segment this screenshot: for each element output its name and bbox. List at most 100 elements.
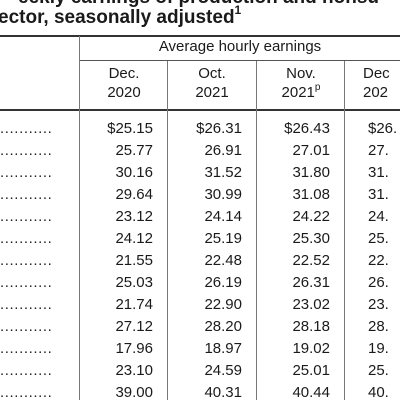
top-rule <box>0 35 400 37</box>
column-divider <box>167 61 168 400</box>
row-label-leader: ........... <box>0 384 53 400</box>
table-cell: 27.12 <box>115 318 153 335</box>
table-cell: 23.10 <box>115 362 153 379</box>
table-row: ........... 21.55 22.48 22.52 22. <box>0 251 400 272</box>
table-cell: 24.12 <box>115 230 153 247</box>
table-row: ........... $25.15 $26.31 $26.43 $26. <box>0 119 400 140</box>
table-cell: 25. <box>368 362 389 379</box>
table-row: ........... 39.00 40.31 40.44 40. <box>0 383 400 400</box>
table-row: ........... 21.74 22.90 23.02 23. <box>0 295 400 316</box>
table-cell: 22.48 <box>204 252 242 269</box>
row-label-leader: ........... <box>0 186 53 203</box>
table-title-text-1: eekly earnings of production and nonsu <box>18 0 379 8</box>
table-cell: 30.99 <box>204 186 242 203</box>
table-cell: 26.19 <box>204 274 242 291</box>
table-cell: 24.59 <box>204 362 242 379</box>
table-cell: 26. <box>368 274 389 291</box>
table-title-line-2: ector, seasonally adjusted1 <box>0 4 241 29</box>
row-label-leader: ........... <box>0 208 53 225</box>
table-cell: 21.55 <box>115 252 153 269</box>
table-cell: 19.02 <box>292 340 330 357</box>
row-label-leader: ........... <box>0 296 53 313</box>
table-cell: 23.12 <box>115 208 153 225</box>
table-cell: 30.16 <box>115 164 153 181</box>
table-cell: 25.03 <box>115 274 153 291</box>
table-cell: $26.43 <box>284 120 330 137</box>
table-row: ........... 25.03 26.19 26.31 26. <box>0 273 400 294</box>
table-row: ........... 24.12 25.19 25.30 25. <box>0 229 400 250</box>
column-header: Oct. 2021 <box>168 64 256 102</box>
table-cell: 28.18 <box>292 318 330 335</box>
table-row: ........... 17.96 18.97 19.02 19. <box>0 339 400 360</box>
table-cell: 27.01 <box>292 142 330 159</box>
table-cell: 22.90 <box>204 296 242 313</box>
table-cell: 23.02 <box>292 296 330 313</box>
table-cell: 25.30 <box>292 230 330 247</box>
row-label-leader: ........... <box>0 318 53 335</box>
table-cell: 40.31 <box>204 384 242 400</box>
table-row: ........... 29.64 30.99 31.08 31. <box>0 185 400 206</box>
table-cell: 25.19 <box>204 230 242 247</box>
table-cell: 31.80 <box>292 164 330 181</box>
table-row: ........... 30.16 31.52 31.80 31. <box>0 163 400 184</box>
table-cell: 28. <box>368 318 389 335</box>
table-cell: 40. <box>368 384 389 400</box>
row-label-leader: ........... <box>0 164 53 181</box>
table-title-line-1: eekly earnings of production and nonsu <box>18 0 379 9</box>
table-cell: 27. <box>368 142 389 159</box>
table-row: ........... 25.77 26.91 27.01 27. <box>0 141 400 162</box>
table-cell: 39.00 <box>115 384 153 400</box>
table-cell: $26. <box>368 120 398 137</box>
table-row: ........... 27.12 28.20 28.18 28. <box>0 317 400 338</box>
table-cell: 18.97 <box>204 340 242 357</box>
table-cell: 25. <box>368 230 389 247</box>
row-label-leader: ........... <box>0 362 53 379</box>
group-header: Average hourly earnings <box>158 38 322 55</box>
table-cell: 19. <box>368 340 389 357</box>
table-cell: 31. <box>368 186 389 203</box>
table-cell: 24. <box>368 208 389 225</box>
table-cell: 31.52 <box>204 164 242 181</box>
table-cell: 31. <box>368 164 389 181</box>
table-cell: 40.44 <box>292 384 330 400</box>
column-header: Nov. 2021p <box>257 64 345 102</box>
table-cell: 23. <box>368 296 389 313</box>
column-header-month: Oct. <box>198 65 226 82</box>
row-label-leader: ........... <box>0 142 53 159</box>
column-header-year: 2021 <box>195 84 229 101</box>
column-header-month: Nov. <box>286 65 316 82</box>
column-header-month: Dec <box>363 65 390 82</box>
column-divider <box>79 36 80 400</box>
footnote-marker: 1 <box>234 2 242 17</box>
row-label-leader: ........... <box>0 120 53 137</box>
column-header-year: 202 <box>363 84 389 101</box>
table-title-text-2: ector, seasonally adjusted <box>0 7 235 28</box>
group-header-rule <box>80 60 400 61</box>
table-cell: 26.91 <box>204 142 242 159</box>
row-label-leader: ........... <box>0 274 53 291</box>
table-cell: 28.20 <box>204 318 242 335</box>
table-row: ........... 23.12 24.14 24.22 24. <box>0 207 400 228</box>
table-cell: 24.14 <box>204 208 242 225</box>
row-label-leader: ........... <box>0 230 53 247</box>
row-label-leader: ........... <box>0 340 53 357</box>
column-header: Dec. 2020 <box>80 64 168 102</box>
table-cell: 17.96 <box>115 340 153 357</box>
row-label-leader: ........... <box>0 252 53 269</box>
table-cell: 24.22 <box>292 208 330 225</box>
preliminary-marker: p <box>314 82 321 93</box>
table-cell: 26.31 <box>292 274 330 291</box>
table-cell: 22. <box>368 252 389 269</box>
table-cell: 25.77 <box>115 142 153 159</box>
column-divider <box>344 61 345 400</box>
table-cell: 22.52 <box>292 252 330 269</box>
column-header-year: 2021p <box>281 82 321 102</box>
header-bottom-rule <box>0 109 400 111</box>
table-cell: $25.15 <box>107 120 153 137</box>
table-cell: 25.01 <box>292 362 330 379</box>
table-cell: $26.31 <box>196 120 242 137</box>
column-divider <box>256 61 257 400</box>
table-cell: 31.08 <box>292 186 330 203</box>
column-header-year: 2020 <box>107 84 141 101</box>
table-row: ........... 23.10 24.59 25.01 25. <box>0 361 400 382</box>
